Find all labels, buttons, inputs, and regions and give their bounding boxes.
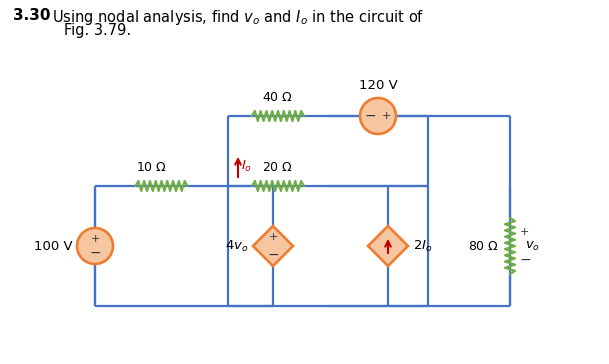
Circle shape [360, 98, 396, 134]
Text: −: − [364, 109, 376, 123]
Text: −: − [520, 253, 532, 267]
Text: Using nodal analysis, find $v_o$ and $I_o$ in the circuit of: Using nodal analysis, find $v_o$ and $I_… [52, 8, 424, 27]
Polygon shape [368, 226, 408, 266]
Text: 40 $\Omega$: 40 $\Omega$ [262, 91, 294, 104]
Text: 3.30: 3.30 [13, 8, 51, 23]
Circle shape [77, 228, 113, 264]
Text: 100 V: 100 V [34, 240, 73, 253]
Text: $I_o$: $I_o$ [241, 158, 252, 174]
Text: 10 $\Omega$: 10 $\Omega$ [136, 161, 167, 174]
Text: $v_o$: $v_o$ [525, 240, 540, 253]
Text: +: + [90, 234, 100, 244]
Text: +: + [269, 232, 278, 242]
Text: 120 V: 120 V [359, 79, 398, 92]
Text: $2I_o$: $2I_o$ [413, 238, 432, 254]
Polygon shape [253, 226, 293, 266]
Text: +: + [381, 111, 391, 121]
Text: −: − [267, 248, 279, 262]
Text: +: + [520, 227, 529, 237]
Text: 80 $\Omega$: 80 $\Omega$ [468, 240, 499, 253]
Text: Fig. 3.79.: Fig. 3.79. [64, 23, 131, 38]
Text: 20 $\Omega$: 20 $\Omega$ [262, 161, 294, 174]
Text: −: − [89, 246, 101, 260]
Text: $4v_o$: $4v_o$ [225, 238, 249, 254]
